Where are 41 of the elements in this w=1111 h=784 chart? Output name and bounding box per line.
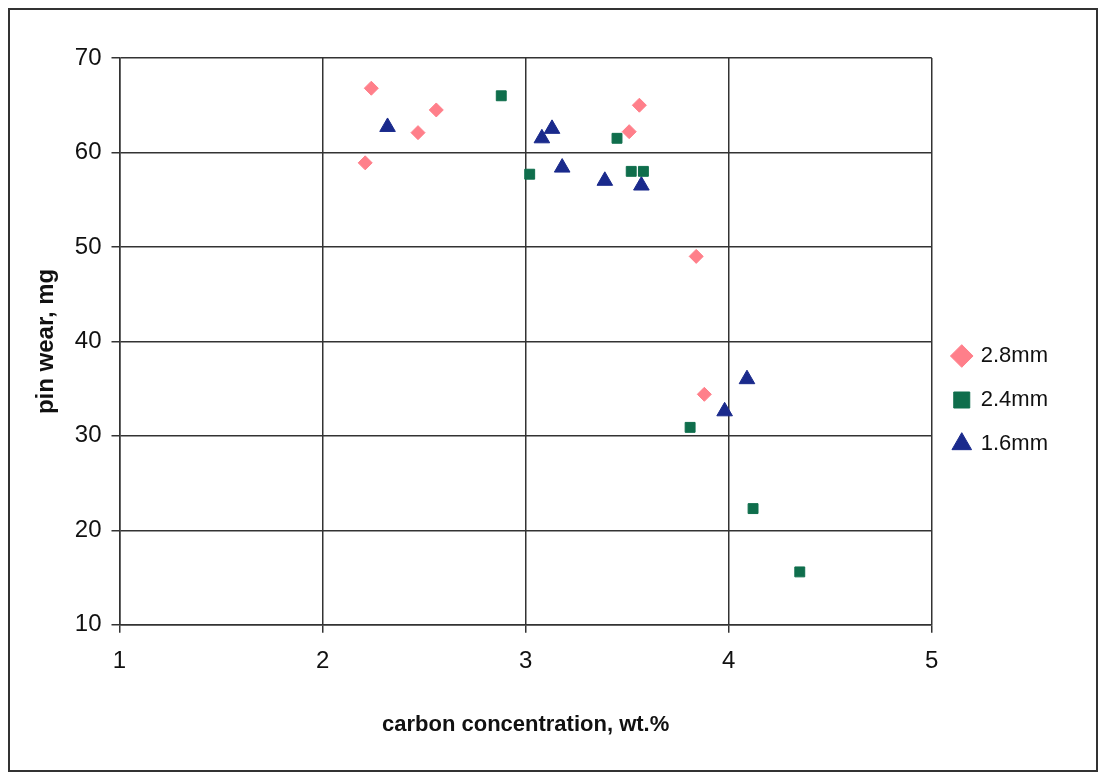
point [410,125,426,141]
point [611,132,623,144]
y-tick-label: 50 [74,231,102,259]
point [684,421,696,433]
point [625,165,637,177]
legend-label: 1.6mm [980,430,1049,456]
point [428,102,444,118]
legend-label: 2.8mm [980,342,1049,368]
point [794,566,806,578]
x-tick-label: 5 [925,645,939,673]
x-tick-label: 4 [722,645,736,673]
point [688,248,704,264]
point [696,386,712,402]
y-axis-title: pin wear, mg [31,268,59,415]
legend-label: 2.4mm [980,386,1049,412]
point [633,176,650,191]
point [738,369,756,385]
x-axis-title: carbon concentration, wt.% [382,710,670,736]
point [553,158,571,173]
point [637,165,649,177]
point [357,155,373,171]
y-tick-label: 40 [74,326,102,354]
point [716,401,733,417]
y-tick-label: 10 [74,609,102,637]
y-tick-label: 60 [74,137,102,165]
y-tick-label: 70 [74,42,102,70]
point [747,503,759,515]
x-tick-label: 3 [518,645,533,673]
point [379,117,396,132]
point [495,90,507,102]
point [631,97,647,113]
point [596,171,614,186]
point [533,128,551,144]
point [621,124,637,140]
y-tick-label: 30 [74,420,102,448]
x-tick-label: 1 [112,645,127,673]
point [543,119,561,134]
y-tick-label: 20 [74,514,102,542]
point [363,80,379,96]
point [524,168,536,180]
x-tick-label: 2 [315,645,330,673]
